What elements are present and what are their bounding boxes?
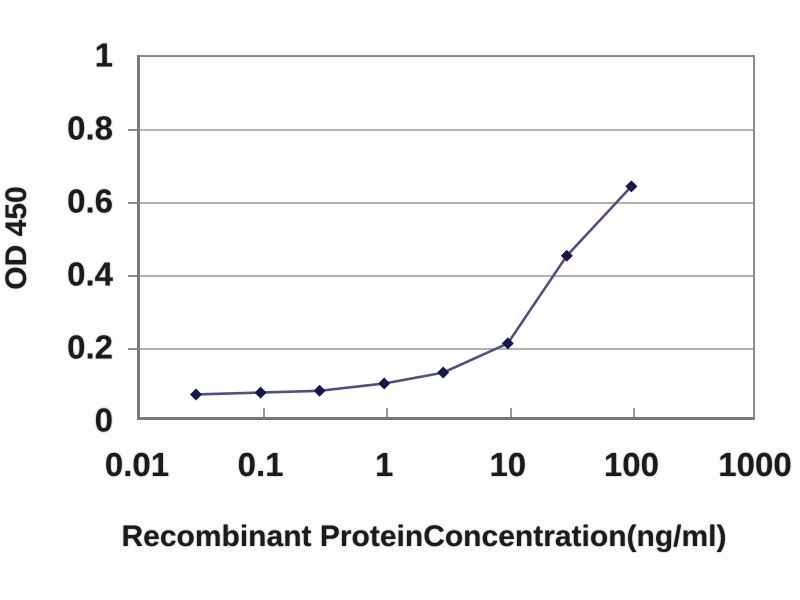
gridline: [140, 129, 753, 131]
x-tick-label: 10: [489, 446, 527, 483]
y-tick-mark: [128, 129, 137, 131]
x-tick-label: 1: [375, 446, 394, 483]
x-tick-label: 1000: [718, 446, 792, 483]
gridline: [140, 348, 753, 350]
y-tick-mark: [128, 202, 137, 204]
x-tick-mark: [386, 408, 389, 417]
x-tick-mark: [262, 408, 265, 417]
data-point-marker: [378, 377, 391, 390]
x-axis-title: Recombinant ProteinConcentration(ng/ml): [121, 520, 727, 553]
y-tick-label: 0.8: [67, 109, 113, 147]
x-tick-label: 0.1: [237, 446, 284, 483]
y-tick-mark: [128, 275, 137, 277]
data-point-marker: [437, 366, 450, 379]
series-line: [195, 185, 633, 396]
data-point-marker: [625, 180, 638, 193]
data-point-marker: [501, 337, 514, 350]
x-tick-label: 100: [603, 446, 659, 483]
y-tick-mark: [128, 348, 137, 350]
data-point-marker: [254, 386, 267, 399]
y-tick-label: 0.4: [67, 255, 113, 293]
data-point-marker: [560, 249, 573, 262]
gridline: [140, 275, 753, 277]
data-point-marker: [313, 384, 326, 397]
x-tick-label: 0.01: [104, 446, 170, 483]
data-point-marker: [189, 388, 202, 401]
x-tick-mark: [509, 408, 512, 417]
gridline: [140, 202, 753, 204]
y-tick-label: 1: [94, 36, 113, 74]
x-tick-mark: [633, 408, 636, 417]
plot-area: [128, 55, 755, 420]
y-tick-label: 0: [94, 401, 113, 439]
y-tick-label: 0.6: [67, 182, 113, 220]
y-tick-label: 0.2: [67, 328, 113, 366]
